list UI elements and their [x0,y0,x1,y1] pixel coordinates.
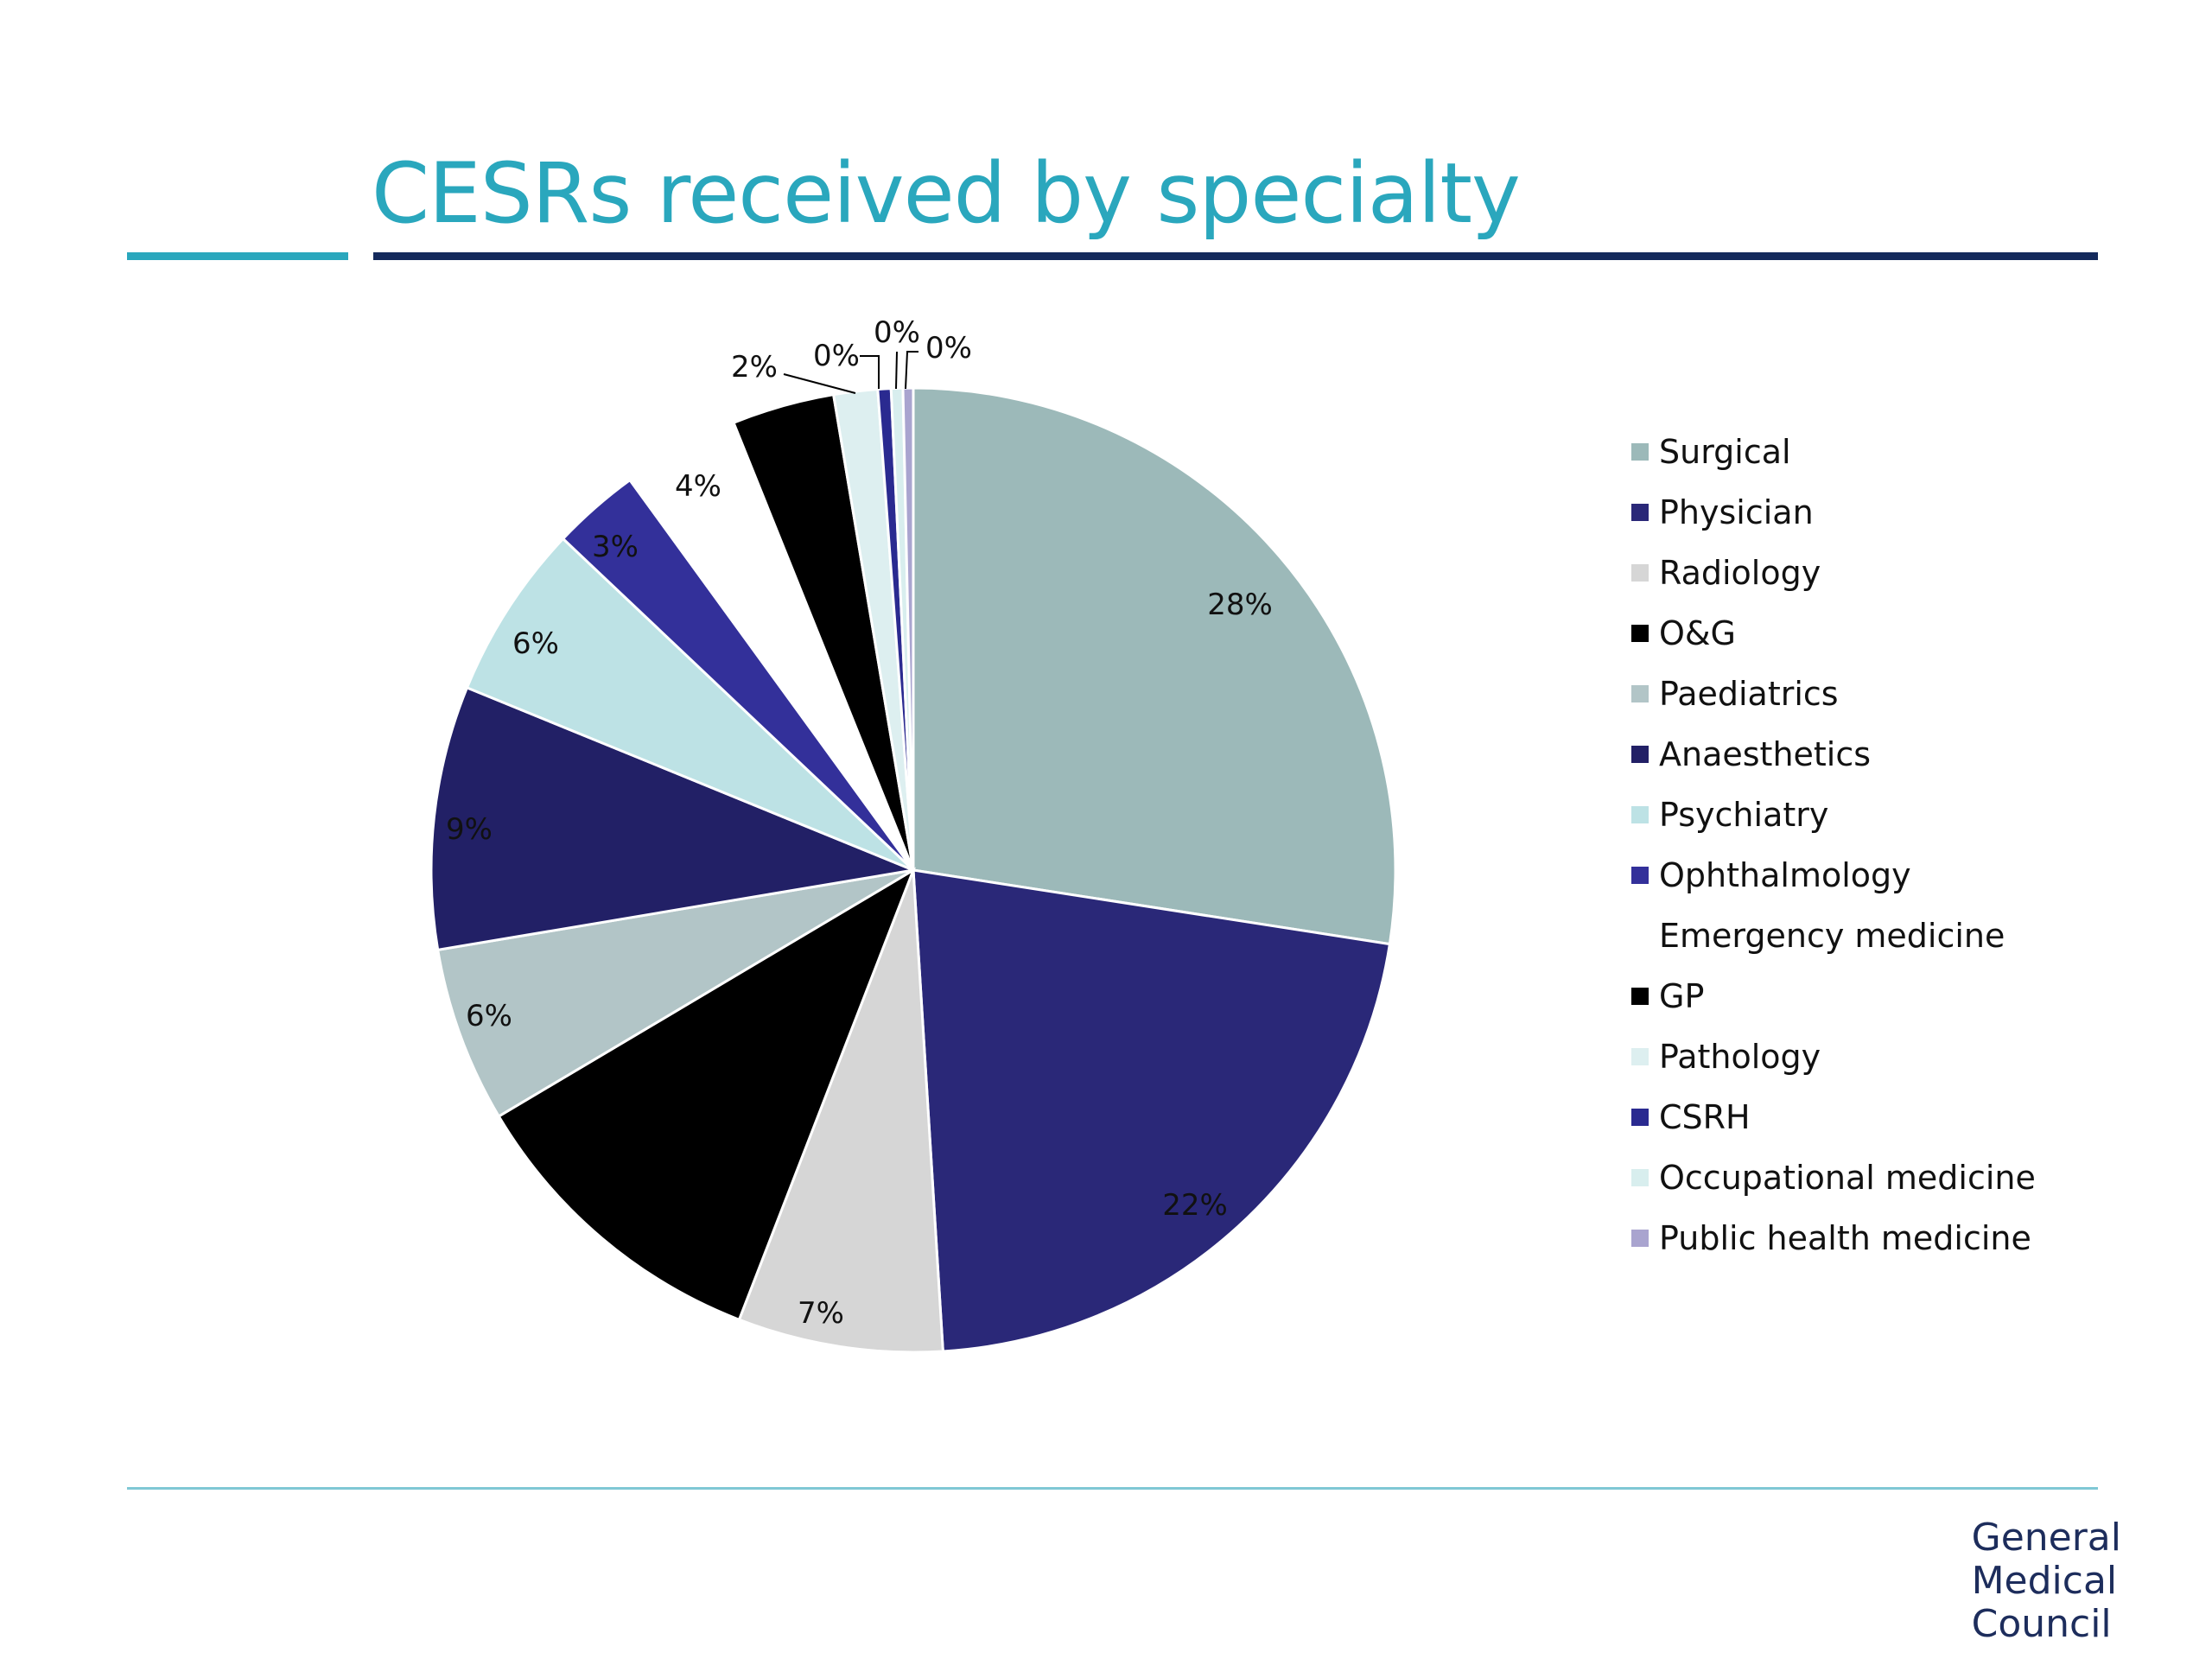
leader-line [783,373,856,394]
legend-label: Emergency medicine [1659,917,2005,955]
legend-swatch [1631,504,1649,521]
legend-item: Pathology [1631,1027,2115,1087]
legend-swatch [1631,746,1649,763]
legend-label: Anaesthetics [1659,735,1872,773]
data-label: 22% [1162,1188,1228,1223]
legend-swatch [1631,1109,1649,1126]
data-label: 4% [675,469,721,504]
legend-swatch [1631,685,1649,702]
pie-slice-physician [912,868,1392,1353]
pie-slice-public-health-medicine [901,386,915,871]
chart-legend: Surgical Physician Radiology O&G Paediatrics… [1631,422,2115,1268]
pie-slice-paediatrics [435,868,914,1118]
legend-item: GP [1631,966,2115,1027]
data-label: 0% [874,315,920,350]
legend-label: Paediatrics [1659,675,1839,713]
legend-item: O&G [1631,603,2115,664]
leader-line [905,351,918,390]
leader-line [895,351,898,390]
legend-item: Occupational medicine [1631,1147,2115,1208]
legend-swatch [1631,867,1649,884]
legend-label: Psychiatry [1659,796,1829,834]
legend-swatch [1631,443,1649,461]
legend-label: Occupational medicine [1659,1159,2036,1197]
pie-slice-radiology [737,869,944,1354]
pie-slice-o-g [497,867,916,1322]
data-label: 6% [466,999,512,1033]
legend-item: Radiology [1631,543,2115,603]
data-label: 6% [512,626,559,661]
legend-label: Pathology [1659,1038,1821,1076]
data-label: 9% [446,812,493,847]
legend-swatch [1631,988,1649,1005]
gmc-logo: General Medical Council [1972,1516,2121,1646]
legend-item: CSRH [1631,1087,2115,1147]
slide-title: CESRs received by specialty [372,145,1521,242]
pie-slice-surgical [912,386,1397,946]
data-label: 0% [925,331,972,365]
legend-label: Surgical [1659,433,1791,471]
data-label: 28% [1207,588,1273,622]
data-label: 0% [813,339,860,373]
title-accent-rule [127,252,348,260]
data-label: 2% [731,350,778,385]
legend-item: Surgical [1631,422,2115,482]
legend-swatch [1631,927,1649,944]
legend-item: Anaesthetics [1631,724,2115,785]
legend-label: O&G [1659,614,1736,652]
legend-swatch [1631,1230,1649,1247]
pie-slice-anaesthetics [429,685,918,952]
legend-item: Physician [1631,482,2115,543]
data-label: 3% [592,530,639,564]
title-underline-rule [373,252,2098,260]
pie-slices [429,386,1397,1354]
legend-label: GP [1659,977,1705,1015]
pie-slice-psychiatry [465,537,915,872]
logo-line-3: Council [1971,1602,2112,1646]
footer-rule [127,1487,2098,1490]
legend-item: Psychiatry [1631,785,2115,845]
legend-swatch [1631,625,1649,642]
data-label: 7% [798,1296,844,1331]
legend-item: Public health medicine [1631,1208,2115,1268]
legend-swatch [1631,1048,1649,1065]
data-labels: 28%22%7%6%9%6%3%4%2% 0%0% 0% [446,315,1273,1331]
legend-label: Ophthalmology [1659,856,1911,894]
legend-item: Ophthalmology [1631,845,2115,906]
leader-lines [783,351,918,394]
legend-swatch [1631,806,1649,823]
legend-label: Radiology [1659,554,1821,592]
logo-line-1: General [1971,1516,2121,1560]
legend-item: Paediatrics [1631,664,2115,724]
logo-line-2: Medical [1971,1559,2118,1603]
legend-swatch [1631,1169,1649,1186]
legend-swatch [1631,564,1649,582]
legend-label: CSRH [1659,1098,1751,1136]
legend-item: Emergency medicine [1631,906,2115,966]
legend-label: Public health medicine [1659,1219,2031,1257]
legend-label: Physician [1659,493,1814,531]
leader-line [860,355,880,389]
